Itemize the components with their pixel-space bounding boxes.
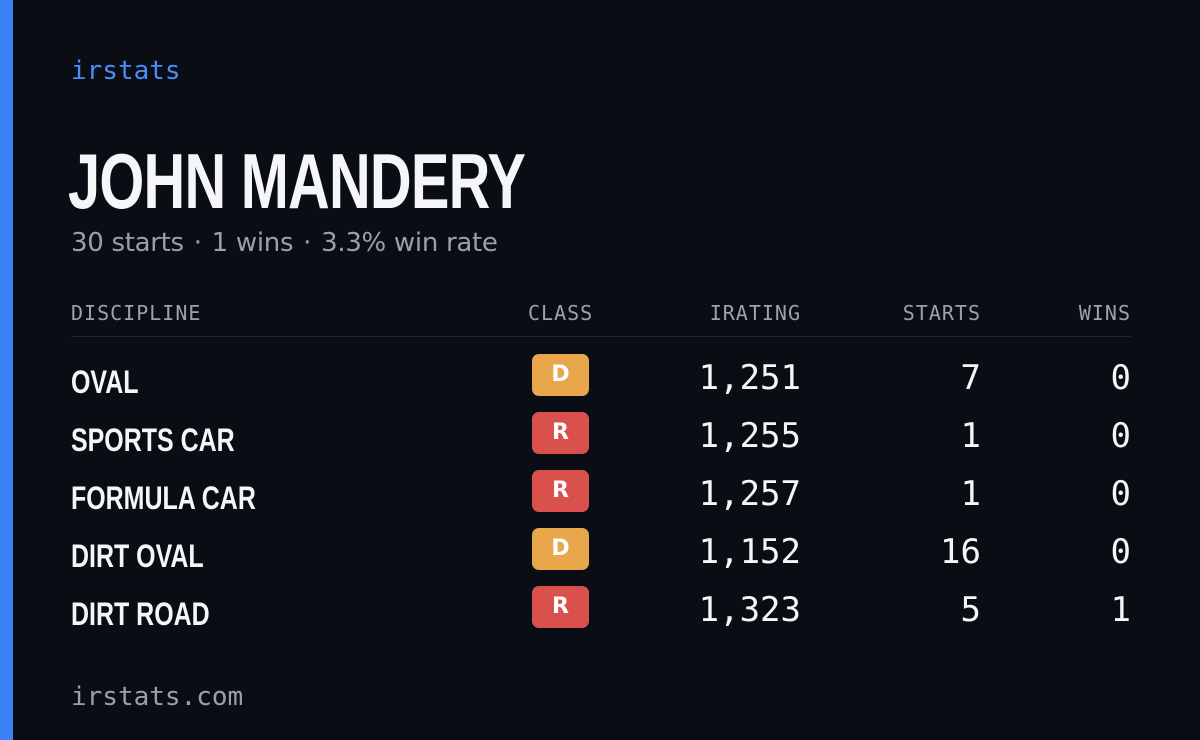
- driver-summary: 30 starts · 1 wins · 3.3% win rate: [71, 228, 498, 258]
- license-class-badge: R: [532, 412, 589, 454]
- summary-starts: 30 starts: [71, 228, 184, 258]
- column-header-wins: WINS: [1078, 301, 1131, 325]
- irating-value: 1,257: [698, 474, 801, 514]
- driver-name: JOHN MANDERY: [68, 137, 526, 225]
- starts-value: 1: [960, 416, 981, 456]
- wins-value: 0: [1110, 474, 1131, 514]
- wins-value: 0: [1110, 416, 1131, 456]
- license-class-badge: R: [532, 470, 589, 512]
- column-header-discipline: DISCIPLINE: [71, 301, 202, 325]
- accent-bar: [0, 0, 13, 740]
- summary-separator: ·: [193, 228, 202, 258]
- table-header: DISCIPLINE CLASS IRATING STARTS WINS: [71, 300, 1131, 337]
- table-row: SPORTS CAR R 1,255 1 0: [71, 412, 1131, 470]
- irating-value: 1,152: [698, 532, 801, 572]
- table-row: DIRT ROAD R 1,323 5 1: [71, 586, 1131, 644]
- column-header-irating: IRATING: [709, 301, 801, 325]
- discipline-name: DIRT ROAD: [71, 596, 210, 632]
- irating-value: 1,255: [698, 416, 801, 456]
- table-row: OVAL D 1,251 7 0: [71, 354, 1131, 412]
- discipline-name: DIRT OVAL: [71, 538, 204, 574]
- license-class-badge: D: [532, 354, 589, 396]
- wins-value: 0: [1110, 532, 1131, 572]
- footer-url[interactable]: irstats.com: [71, 682, 244, 712]
- table-row: DIRT OVAL D 1,152 16 0: [71, 528, 1131, 586]
- wins-value: 1: [1110, 590, 1131, 630]
- license-class-badge: R: [532, 586, 589, 628]
- starts-value: 5: [960, 590, 981, 630]
- starts-value: 7: [960, 358, 981, 398]
- column-header-starts: STARTS: [902, 301, 981, 325]
- discipline-name: SPORTS CAR: [71, 422, 235, 458]
- discipline-name: OVAL: [71, 364, 139, 400]
- license-class-badge: D: [532, 528, 589, 570]
- table-row: FORMULA CAR R 1,257 1 0: [71, 470, 1131, 528]
- wins-value: 0: [1110, 358, 1131, 398]
- irating-value: 1,251: [698, 358, 801, 398]
- column-header-class: CLASS: [528, 301, 594, 325]
- summary-win-rate: 3.3% win rate: [321, 228, 498, 258]
- brand-logo[interactable]: irstats: [71, 56, 181, 86]
- irating-value: 1,323: [698, 590, 801, 630]
- starts-value: 16: [940, 532, 981, 572]
- summary-separator: ·: [303, 228, 312, 258]
- starts-value: 1: [960, 474, 981, 514]
- summary-wins: 1 wins: [211, 228, 294, 258]
- discipline-name: FORMULA CAR: [71, 480, 256, 516]
